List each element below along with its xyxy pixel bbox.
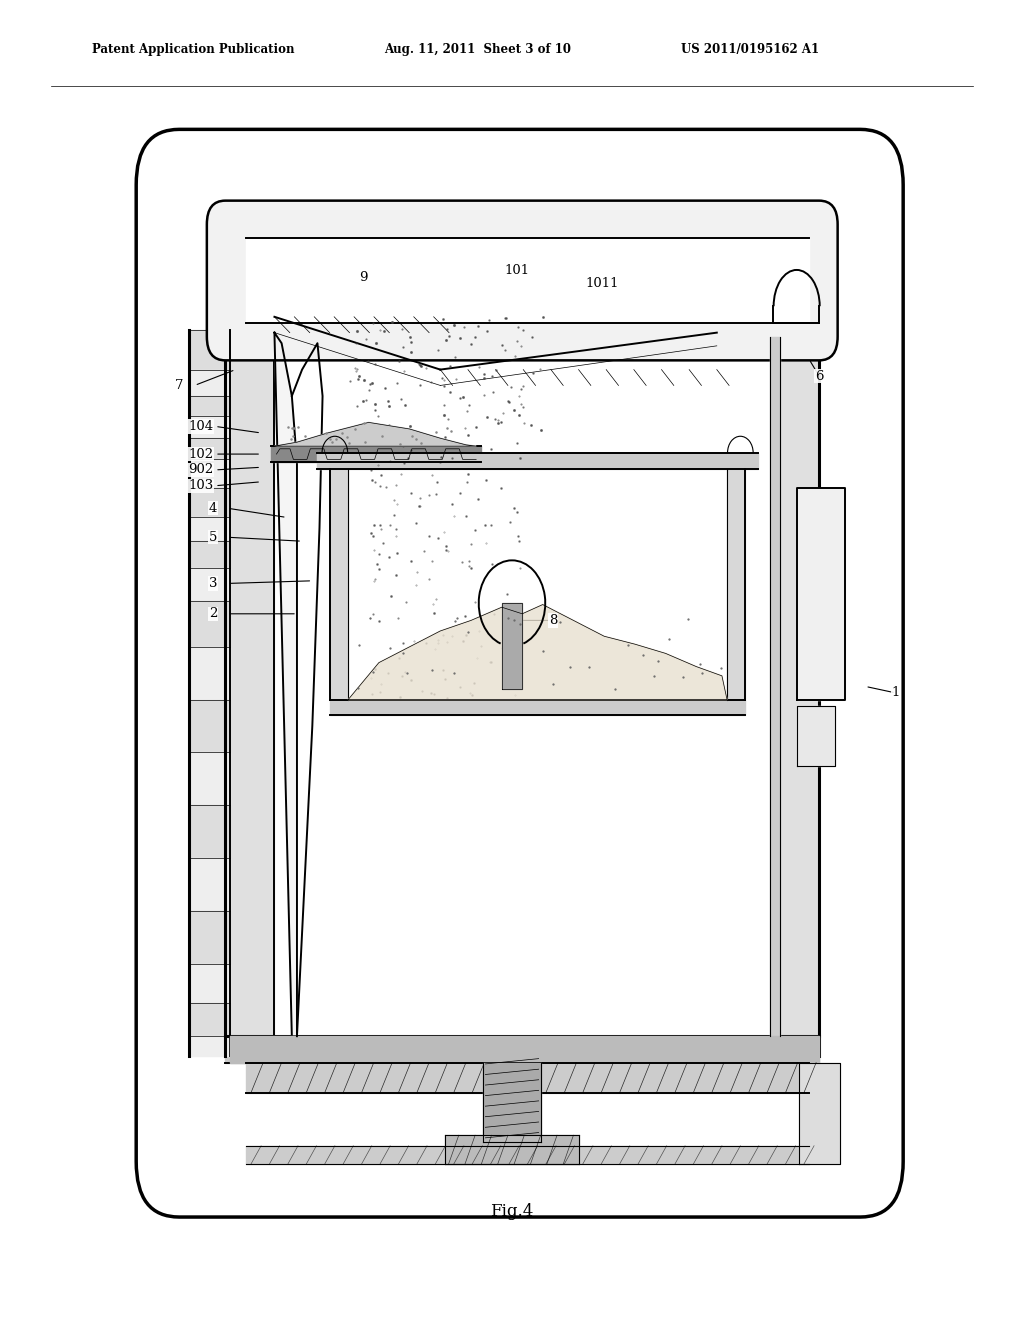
Text: 7: 7 <box>175 379 183 392</box>
Text: 9: 9 <box>359 271 368 284</box>
Polygon shape <box>330 469 348 700</box>
Text: 1011: 1011 <box>586 277 618 290</box>
Polygon shape <box>799 1063 840 1164</box>
Polygon shape <box>727 469 745 700</box>
Text: 6: 6 <box>815 370 823 383</box>
Polygon shape <box>230 1036 819 1063</box>
Polygon shape <box>274 422 476 446</box>
Text: 1: 1 <box>892 686 900 700</box>
FancyBboxPatch shape <box>136 129 903 1217</box>
Text: 103: 103 <box>188 479 213 492</box>
Polygon shape <box>246 1063 809 1093</box>
Text: 4: 4 <box>209 502 217 515</box>
Polygon shape <box>246 1146 809 1164</box>
Text: Patent Application Publication: Patent Application Publication <box>92 42 295 55</box>
Polygon shape <box>797 706 835 766</box>
Text: 104: 104 <box>188 420 213 433</box>
Polygon shape <box>274 333 297 1036</box>
Polygon shape <box>317 453 758 469</box>
Text: Aug. 11, 2011  Sheet 3 of 10: Aug. 11, 2011 Sheet 3 of 10 <box>384 42 571 55</box>
Polygon shape <box>330 700 745 715</box>
FancyBboxPatch shape <box>207 201 838 360</box>
Text: 101: 101 <box>505 264 529 277</box>
Text: 902: 902 <box>188 463 213 477</box>
Text: Fig.4: Fig.4 <box>490 1204 534 1220</box>
Polygon shape <box>483 1063 541 1142</box>
Text: 3: 3 <box>209 577 217 590</box>
Text: 8: 8 <box>549 614 557 627</box>
Polygon shape <box>348 605 727 700</box>
Text: US 2011/0195162 A1: US 2011/0195162 A1 <box>681 42 819 55</box>
Text: 102: 102 <box>188 447 213 461</box>
Text: 5: 5 <box>209 531 217 544</box>
Text: 2: 2 <box>209 607 217 620</box>
Polygon shape <box>502 603 522 689</box>
Polygon shape <box>445 1135 579 1164</box>
Polygon shape <box>797 488 845 700</box>
